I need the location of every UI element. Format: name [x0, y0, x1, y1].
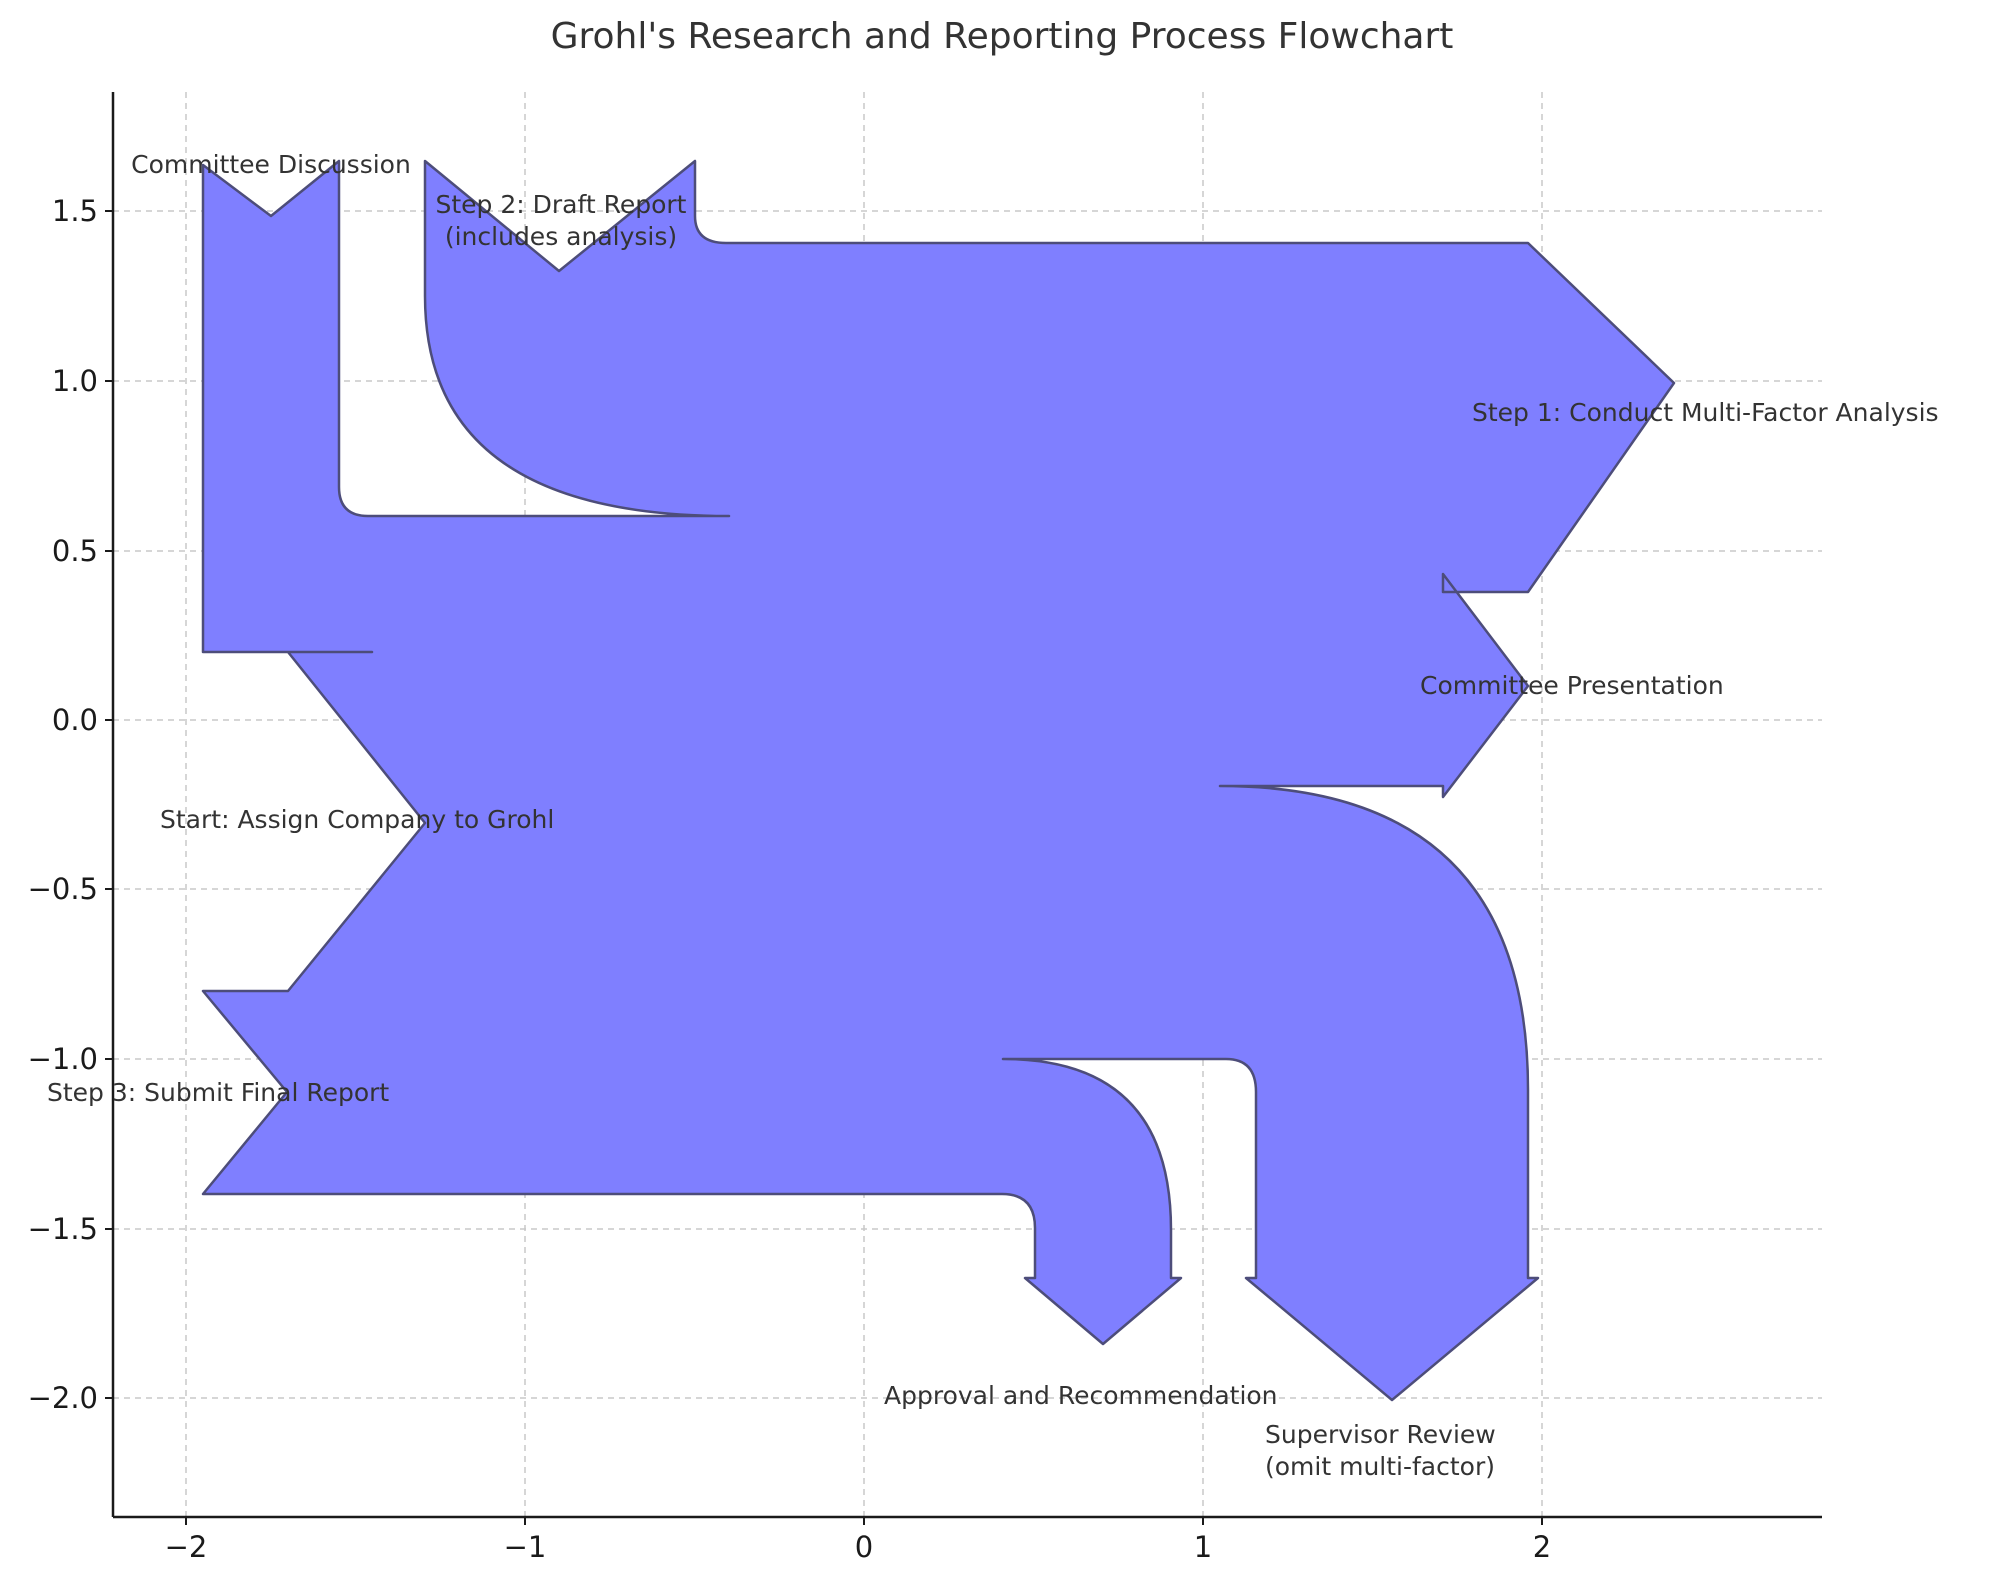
label-supervisor-review-note: (omit multi-factor) [1265, 1452, 1495, 1481]
label-submit-final-report: Step 3: Submit Final Report [47, 1078, 389, 1107]
label-approval-recommendation: Approval and Recommendation [884, 1381, 1278, 1410]
label-multi-factor-analysis: Step 1: Conduct Multi-Factor Analysis [1472, 398, 1939, 427]
x-tick-label: 2 [1533, 1530, 1551, 1564]
x-tick-label: 1 [1194, 1530, 1212, 1564]
x-tick-label: −2 [165, 1530, 208, 1564]
label-committee-discussion: Committee Discussion [131, 150, 411, 179]
y-tick-label: 0.5 [52, 534, 98, 568]
x-tick-label: −1 [504, 1530, 547, 1564]
y-tick-label: −1.5 [28, 1212, 98, 1246]
y-tick-label: 0.0 [52, 703, 98, 737]
label-committee-presentation: Committee Presentation [1420, 671, 1724, 700]
x-axis: −2 −1 0 1 2 [165, 1517, 1551, 1564]
label-draft-report-note: (includes analysis) [445, 222, 677, 251]
flow-shape [201, 159, 1676, 1402]
y-tick-label: 1.5 [52, 194, 98, 228]
label-start: Start: Assign Company to Grohl [160, 805, 554, 834]
y-tick-label: 1.0 [52, 364, 98, 398]
y-tick-label: −0.5 [28, 872, 98, 906]
y-tick-label: −1.0 [28, 1042, 98, 1076]
chart-title: Grohl's Research and Reporting Process F… [551, 16, 1454, 57]
label-draft-report: Step 2: Draft Report [436, 190, 687, 219]
x-tick-label: 0 [855, 1530, 873, 1564]
label-supervisor-review: Supervisor Review [1265, 1420, 1496, 1449]
y-axis: 1.5 1.0 0.5 0.0 −0.5 −1.0 −1.5 −2.0 [28, 194, 113, 1415]
node-labels: Committee Discussion Step 2: Draft Repor… [47, 150, 1939, 1481]
y-tick-label: −2.0 [28, 1381, 98, 1415]
